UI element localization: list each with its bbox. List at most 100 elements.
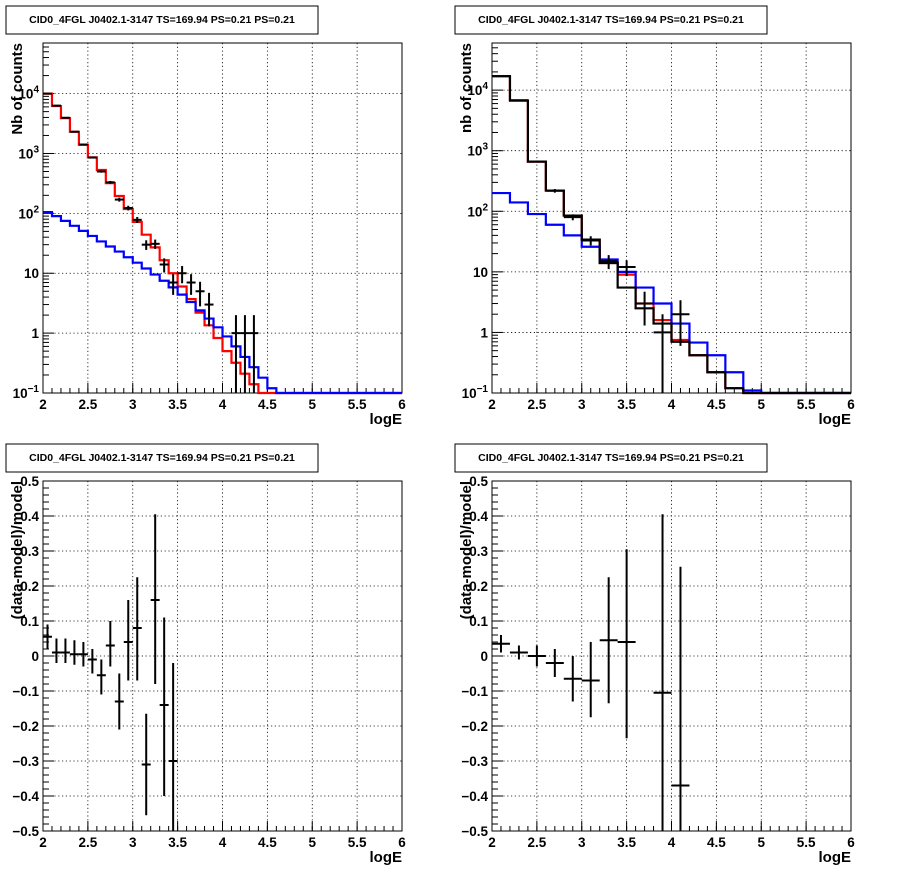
y-tick-label: 104	[467, 81, 488, 98]
data-point	[617, 260, 636, 277]
y-tick-label: 102	[467, 202, 488, 219]
y-tick-label: 0.4	[469, 509, 488, 524]
x-tick-label: 2	[39, 835, 47, 850]
y-tick-label: −0.4	[461, 789, 488, 804]
data-point	[177, 266, 187, 284]
x-tick-label: 2	[488, 397, 496, 412]
y-tick-label: 0.3	[469, 544, 488, 559]
data-point	[599, 255, 618, 270]
data-point	[123, 600, 133, 681]
chart-panel-1: CID0_4FGL J0402.1-3147 TS=169.94 PS=0.21…	[5, 5, 406, 428]
x-tick-label: 5.5	[797, 397, 816, 412]
data-point	[563, 656, 582, 702]
chart-title-box	[5, 5, 319, 35]
x-tick-label: 2.5	[527, 397, 546, 412]
data-point	[599, 577, 618, 704]
chart-panel-3: CID0_4FGL J0402.1-3147 TS=169.94 PS=0.21…	[5, 443, 406, 866]
x-tick-label: 4	[219, 397, 227, 412]
x-tick-label: 3.5	[617, 397, 636, 412]
y-tick-label: 0	[480, 649, 488, 664]
x-tick-label: 4	[219, 835, 227, 850]
y-tick-label: 10−1	[462, 384, 489, 401]
y-tick-label: −0.2	[461, 719, 488, 734]
x-tick-label: 2.5	[527, 835, 546, 850]
data-point	[141, 713, 151, 816]
data-point	[195, 281, 205, 307]
data-point	[204, 292, 214, 327]
data-point	[43, 92, 52, 95]
data-point	[150, 239, 160, 249]
x-tick-label: 3	[578, 835, 586, 850]
data-point	[150, 514, 160, 684]
data-point	[96, 170, 106, 173]
x-tick-label: 2.5	[78, 835, 97, 850]
y-tick-label: −0.3	[461, 754, 488, 769]
data-point	[671, 300, 690, 346]
data-point	[581, 236, 600, 246]
x-tick-label: 6	[398, 835, 406, 850]
x-tick-label: 3.5	[168, 397, 187, 412]
y-tick-label: 0.3	[20, 544, 39, 559]
y-tick-label: −0.5	[461, 824, 488, 839]
data-point	[96, 659, 106, 695]
data-point	[563, 214, 582, 221]
data-point	[141, 240, 151, 250]
data-point	[132, 577, 142, 681]
x-tick-label: 5	[308, 835, 316, 850]
chart-title-box	[5, 443, 319, 473]
x-tick-label: 5	[757, 835, 765, 850]
data-point	[114, 673, 124, 730]
x-tick-label: 4.5	[258, 397, 277, 412]
data-point	[105, 621, 115, 667]
y-tick-label: 10	[24, 266, 39, 281]
x-tick-label: 2	[39, 397, 47, 412]
data-point	[168, 274, 178, 295]
data-point	[527, 160, 546, 163]
x-tick-label: 4	[668, 397, 676, 412]
data-point	[87, 649, 97, 674]
y-tick-label: 10	[473, 265, 488, 280]
data-point	[87, 156, 97, 159]
x-tick-label: 5.5	[348, 835, 367, 850]
x-tick-label: 2	[488, 835, 496, 850]
x-tick-label: 4	[668, 835, 676, 850]
y-tick-label: 0.2	[20, 579, 39, 594]
data-point	[635, 291, 654, 326]
x-tick-label: 4.5	[258, 835, 277, 850]
x-tick-label: 4.5	[707, 397, 726, 412]
data-point	[159, 617, 169, 796]
data-point	[509, 99, 528, 102]
data-point	[168, 663, 178, 831]
x-tick-label: 3.5	[168, 835, 187, 850]
data-point	[69, 640, 79, 665]
chart-panel-2: CID0_4FGL J0402.1-3147 TS=169.94 PS=0.21…	[454, 5, 855, 428]
y-tick-label: 10−1	[13, 384, 40, 401]
data-point	[123, 205, 133, 211]
y-tick-label: 1	[31, 326, 39, 341]
y-tick-label: 0	[31, 649, 39, 664]
x-axis-title: logE	[370, 411, 403, 428]
chart-title: CID0_4FGL J0402.1-3147 TS=169.94 PS=0.21…	[29, 14, 295, 26]
y-tick-label: 104	[18, 85, 39, 102]
y-axis-title: nb of counts	[458, 43, 475, 133]
data-point	[78, 642, 88, 667]
data-point	[78, 143, 88, 146]
y-tick-label: −0.5	[12, 824, 39, 839]
data-point	[671, 566, 690, 831]
data-point	[527, 645, 546, 667]
y-tick-label: 0.4	[20, 509, 39, 524]
data-point	[249, 315, 259, 393]
x-axis-title: logE	[819, 849, 852, 866]
y-axis-title: (data-model)/model	[458, 481, 475, 619]
x-tick-label: 5.5	[348, 397, 367, 412]
data-point	[186, 274, 196, 295]
x-tick-label: 6	[847, 835, 855, 850]
y-tick-label: 0.1	[20, 614, 39, 629]
data-point	[69, 130, 79, 133]
series-line-2	[43, 210, 402, 395]
y-tick-label: 103	[467, 142, 488, 159]
y-tick-label: −0.3	[12, 754, 39, 769]
data-point	[51, 104, 61, 107]
series-line-3	[492, 75, 851, 395]
